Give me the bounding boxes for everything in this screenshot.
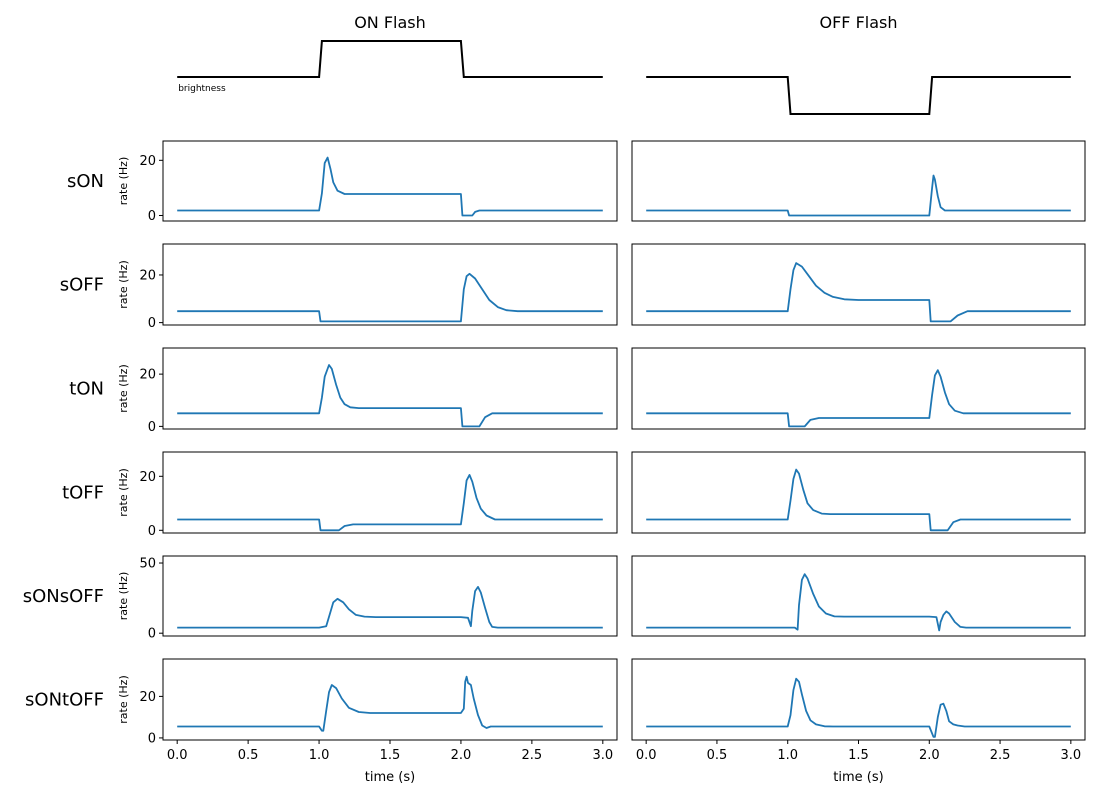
row-label-tON: tON <box>69 379 104 400</box>
ytick-label-sONtOFF-20: 20 <box>139 690 156 705</box>
axes-frame-tON-on <box>162 347 618 430</box>
response-line-sON-on <box>177 156 603 217</box>
ytick-label-sOFF-20: 20 <box>139 268 156 283</box>
ytick-label-sOFF-0: 0 <box>148 316 156 331</box>
axes-frame-sONsOFF-off <box>631 555 1086 637</box>
xtick-label-off-5: 2.5 <box>990 748 1011 763</box>
column-title-off-flash: OFF Flash <box>819 13 897 32</box>
ytick-label-sONsOFF-0: 0 <box>148 627 156 642</box>
axes-frame-sON-off <box>631 140 1086 222</box>
response-line-tON-off <box>646 369 1071 428</box>
response-line-sONtOFF-on <box>177 675 603 732</box>
stimulus-trace-off-flash <box>646 76 1071 115</box>
response-line-sONtOFF-off <box>646 677 1071 738</box>
ylabel-sON: rate (Hz) <box>117 157 130 205</box>
ytick-label-sONtOFF-0: 0 <box>148 731 156 746</box>
xtick-label-on-5: 2.5 <box>522 748 543 763</box>
ytick-label-tOFF-0: 0 <box>148 524 156 539</box>
response-line-tOFF-off <box>646 468 1071 532</box>
ytick-label-sONsOFF-50: 50 <box>139 557 156 572</box>
ytick-label-tON-20: 20 <box>139 368 156 383</box>
row-label-sONsOFF: sONsOFF <box>23 586 104 607</box>
row-label-sON: sON <box>67 171 104 192</box>
axes-frame-sOFF-on <box>162 243 618 326</box>
stimulus-trace-on-flash <box>177 40 603 78</box>
ytick-label-sON-0: 0 <box>148 209 156 224</box>
column-title-on-flash: ON Flash <box>354 13 426 32</box>
row-label-sOFF: sOFF <box>60 275 104 296</box>
response-line-sON-off <box>646 174 1071 217</box>
xtick-label-off-0: 0.0 <box>636 748 657 763</box>
axes-frame-tOFF-on <box>162 451 618 534</box>
ytick-label-tOFF-20: 20 <box>139 470 156 485</box>
ytick-label-tON-0: 0 <box>148 420 156 435</box>
response-line-tOFF-on <box>177 473 603 532</box>
ylabel-sONtOFF: rate (Hz) <box>117 675 130 723</box>
xtick-label-off-3: 1.5 <box>848 748 869 763</box>
xtick-label-off-6: 3.0 <box>1061 748 1082 763</box>
xtick-label-on-1: 0.5 <box>238 748 259 763</box>
xtick-label-on-0: 0.0 <box>167 748 188 763</box>
axes-frame-sONsOFF-on <box>162 555 618 637</box>
xtick-label-on-3: 1.5 <box>380 748 401 763</box>
response-line-sOFF-off <box>646 262 1071 323</box>
response-line-sOFF-on <box>177 272 603 323</box>
response-line-tON-on <box>177 364 603 428</box>
ytick-label-sON-20: 20 <box>139 154 156 169</box>
xlabel-off: time (s) <box>833 770 883 785</box>
row-label-tOFF: tOFF <box>62 483 104 504</box>
axes-frame-sON-on <box>162 140 618 222</box>
xtick-label-off-1: 0.5 <box>707 748 728 763</box>
response-line-sONsOFF-off <box>646 573 1071 632</box>
stimulus-label: brightness <box>178 84 226 94</box>
xtick-label-on-4: 2.0 <box>451 748 472 763</box>
ylabel-sOFF: rate (Hz) <box>117 260 130 308</box>
axes-frame-sOFF-off <box>631 243 1086 326</box>
response-line-sONsOFF-on <box>177 586 603 629</box>
xtick-label-on-6: 3.0 <box>592 748 613 763</box>
xtick-label-off-4: 2.0 <box>919 748 940 763</box>
ylabel-sONsOFF: rate (Hz) <box>117 572 130 620</box>
chart-layer: ON Flash OFF Flash brightness sON rate (Hz) 0… <box>23 13 1086 785</box>
axes-frame-tON-off <box>631 347 1086 430</box>
xtick-label-on-2: 1.0 <box>309 748 330 763</box>
row-label-sONtOFF: sONtOFF <box>25 690 104 711</box>
axes-frame-tOFF-off <box>631 451 1086 534</box>
ylabel-tOFF: rate (Hz) <box>117 468 130 516</box>
xtick-label-off-2: 1.0 <box>777 748 798 763</box>
xlabel-on: time (s) <box>365 770 415 785</box>
ylabel-tON: rate (Hz) <box>117 364 130 412</box>
